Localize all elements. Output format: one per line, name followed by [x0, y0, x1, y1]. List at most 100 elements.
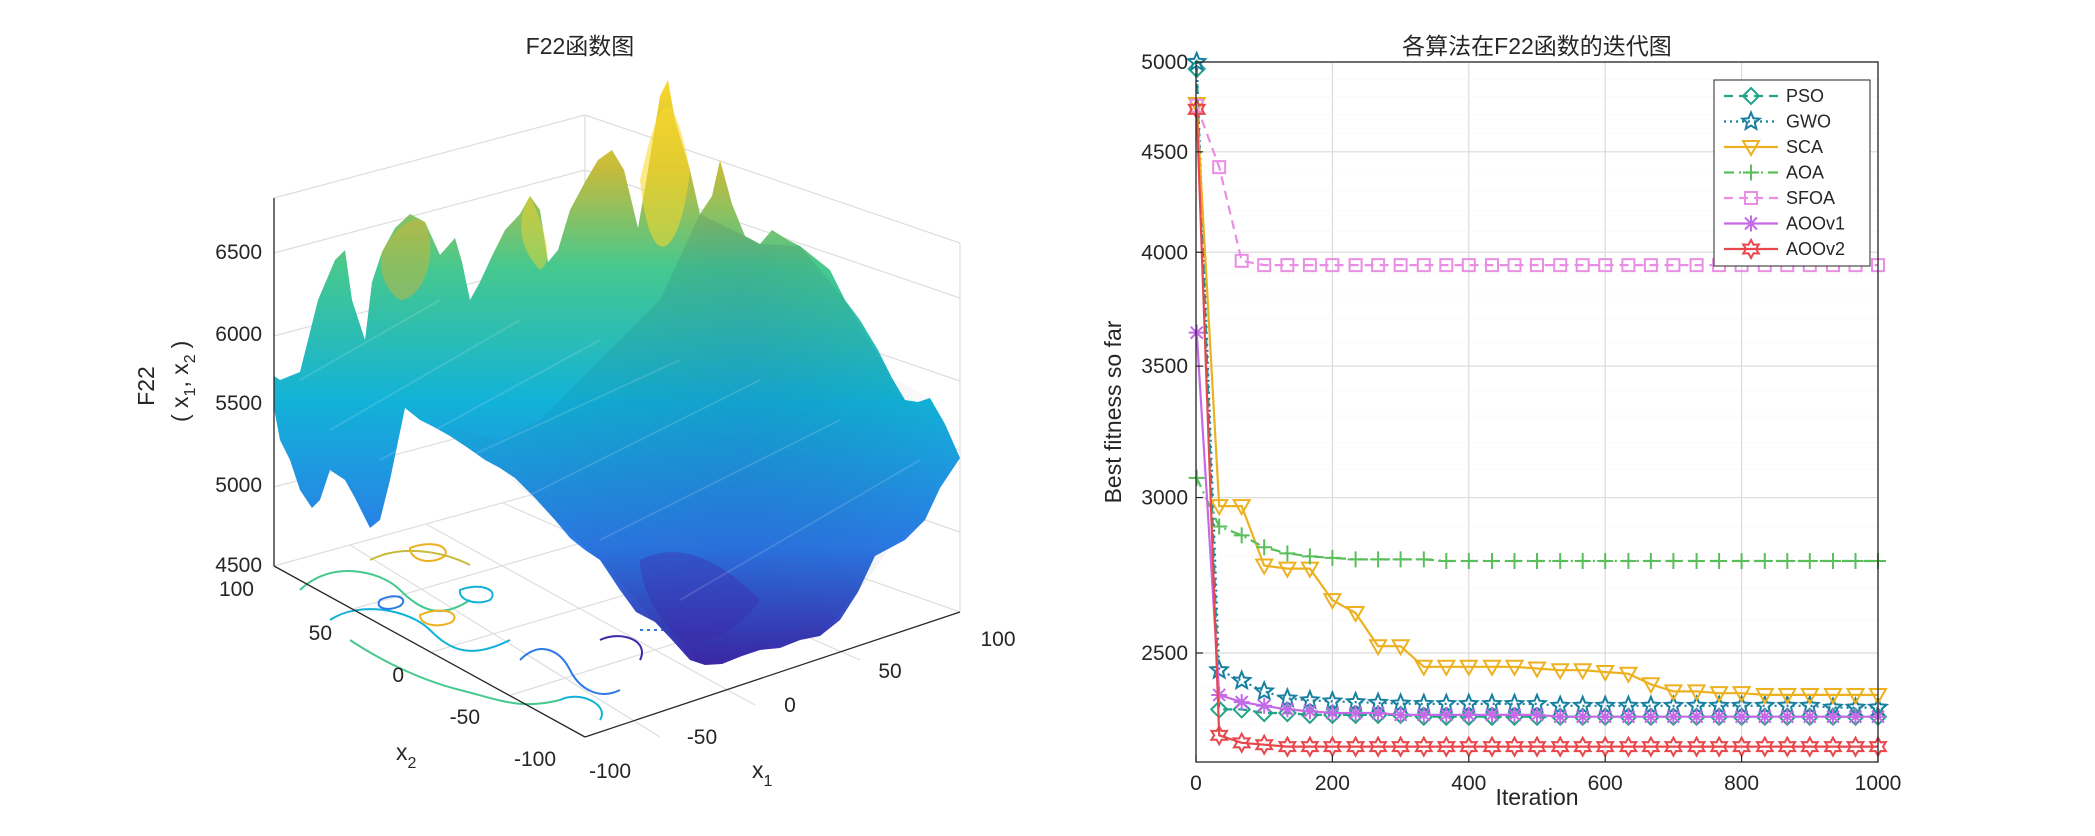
data-point: [1232, 731, 1252, 754]
series-aoov1: [1188, 324, 1886, 725]
legend-marker: [1743, 215, 1759, 232]
legend-marker: [1741, 237, 1761, 261]
z-label-open: ( x: [167, 396, 193, 422]
x2-axis-label: x2: [396, 739, 417, 772]
data-point: [1460, 706, 1477, 723]
surface-plot-panel: F22函数图: [133, 33, 1016, 790]
data-point: [1436, 659, 1457, 677]
legend-entry: GWO: [1724, 109, 1831, 132]
data-point: [1711, 708, 1728, 725]
data-point: [1254, 733, 1274, 756]
y-axis-label: Best fitness so far: [1100, 320, 1126, 503]
data-point: [1324, 705, 1341, 722]
surface-box-edges: [273, 198, 961, 738]
data-point: [1552, 708, 1569, 725]
data-point: [1438, 706, 1455, 723]
data-point: [1777, 687, 1798, 705]
data-point: [1665, 708, 1682, 725]
data-point: [1663, 735, 1684, 758]
data-point: [1504, 659, 1525, 677]
z-tick: 5000: [215, 474, 262, 497]
z-label-mid: , x: [167, 363, 193, 388]
legend-marker: [1744, 191, 1758, 205]
data-point: [1345, 735, 1366, 758]
z-axis-ticks: 6500 6000 5500 5000 4500: [215, 241, 262, 577]
data-point: [1824, 708, 1841, 725]
legend-entry: AOOv2: [1724, 237, 1845, 261]
data-point: [1368, 735, 1388, 758]
series-line: [1195, 477, 1878, 563]
data-point: [1641, 677, 1661, 695]
y-tick-label: 4500: [1141, 141, 1188, 164]
legend-marker: [1743, 164, 1759, 181]
data-point: [1801, 552, 1818, 569]
x2-axis-ticks: 100 50 0 -50 -100: [219, 578, 556, 771]
data-point: [1347, 551, 1364, 568]
data-point: [1256, 697, 1273, 714]
y-tick-label: 5000: [1141, 51, 1188, 74]
data-point: [1618, 666, 1639, 684]
legend-entry: AOOv1: [1724, 214, 1845, 234]
data-point: [1574, 708, 1591, 725]
data-point: [1482, 659, 1502, 677]
x1-tick: -50: [687, 726, 717, 749]
z-tick: 6000: [215, 323, 262, 346]
series-line: [1195, 105, 1878, 267]
data-point: [1371, 258, 1386, 273]
data-point: [1279, 545, 1296, 562]
legend-label: SFOA: [1786, 188, 1835, 208]
data-point: [1185, 50, 1208, 72]
plot-area-frame: [1195, 61, 1879, 763]
x1-tick: 50: [878, 660, 901, 683]
x1-axis-label: x1: [752, 757, 773, 790]
chart-title: 各算法在F22函数的迭代图: [1402, 33, 1672, 59]
data-point: [1460, 552, 1477, 569]
data-point: [1416, 258, 1431, 273]
legend-label: PSO: [1786, 86, 1824, 106]
data-point: [1506, 552, 1523, 569]
data-point: [1800, 735, 1820, 758]
legend-label: AOOv1: [1786, 214, 1845, 234]
data-point: [1347, 705, 1364, 722]
data-point: [1345, 606, 1366, 624]
x-axis-label: Iteration: [1495, 784, 1578, 810]
data-point: [1211, 686, 1228, 703]
legend-entry: AOA: [1724, 163, 1824, 183]
data-point: [1597, 708, 1614, 725]
data-point: [1847, 708, 1864, 725]
data-point: [1552, 552, 1569, 569]
data-point: [1415, 551, 1432, 568]
legend-entry: SCA: [1724, 137, 1823, 158]
series-sfoa: [1189, 98, 1885, 273]
x2-tick: -50: [450, 706, 480, 729]
data-point: [1484, 258, 1499, 273]
data-point: [1641, 735, 1661, 758]
data-point: [1439, 258, 1454, 273]
y-tick-label: 2500: [1141, 642, 1188, 665]
data-point: [1686, 735, 1707, 758]
z-label-sub1: 1: [182, 387, 199, 396]
data-point: [1233, 694, 1250, 711]
legend-marker: [1739, 109, 1763, 131]
data-point: [1438, 552, 1455, 569]
legend-marker: [1741, 86, 1761, 106]
data-point: [1187, 98, 1207, 121]
legend-marker: [1741, 140, 1761, 158]
x1-tick: -100: [589, 760, 631, 783]
data-point: [1368, 639, 1388, 657]
data-point: [1482, 735, 1502, 758]
data-point: [1300, 735, 1320, 758]
data-point: [1689, 258, 1704, 273]
data-point: [1277, 561, 1298, 579]
data-point: [1370, 551, 1387, 568]
data-point: [1208, 658, 1231, 680]
data-point: [1301, 703, 1318, 720]
data-point: [1574, 552, 1591, 569]
legend-label: AOOv2: [1786, 239, 1845, 259]
data-point: [1436, 735, 1456, 758]
data-point: [1779, 552, 1796, 569]
data-point: [1324, 549, 1341, 566]
data-point: [1595, 664, 1615, 682]
data-point: [1211, 518, 1228, 535]
